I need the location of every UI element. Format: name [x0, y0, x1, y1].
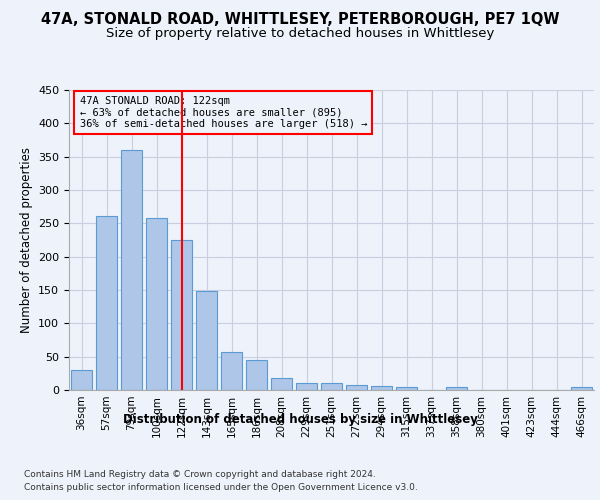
Bar: [146, 218, 167, 390]
Bar: [271, 378, 292, 390]
Bar: [346, 384, 367, 390]
Bar: [221, 352, 242, 390]
Text: 47A STONALD ROAD: 122sqm
← 63% of detached houses are smaller (895)
36% of semi-: 47A STONALD ROAD: 122sqm ← 63% of detach…: [79, 96, 367, 129]
Text: Distribution of detached houses by size in Whittlesey: Distribution of detached houses by size …: [122, 412, 478, 426]
Bar: [371, 386, 392, 390]
Text: Size of property relative to detached houses in Whittlesey: Size of property relative to detached ho…: [106, 28, 494, 40]
Text: Contains public sector information licensed under the Open Government Licence v3: Contains public sector information licen…: [24, 482, 418, 492]
Bar: [196, 292, 217, 390]
Bar: [571, 388, 592, 390]
Bar: [446, 388, 467, 390]
Bar: [296, 384, 317, 390]
Bar: [171, 240, 192, 390]
Bar: [396, 386, 417, 390]
Bar: [96, 216, 117, 390]
Y-axis label: Number of detached properties: Number of detached properties: [20, 147, 32, 333]
Bar: [71, 370, 92, 390]
Text: Contains HM Land Registry data © Crown copyright and database right 2024.: Contains HM Land Registry data © Crown c…: [24, 470, 376, 479]
Text: 47A, STONALD ROAD, WHITTLESEY, PETERBOROUGH, PE7 1QW: 47A, STONALD ROAD, WHITTLESEY, PETERBORO…: [41, 12, 559, 28]
Bar: [246, 360, 267, 390]
Bar: [121, 150, 142, 390]
Bar: [321, 384, 342, 390]
